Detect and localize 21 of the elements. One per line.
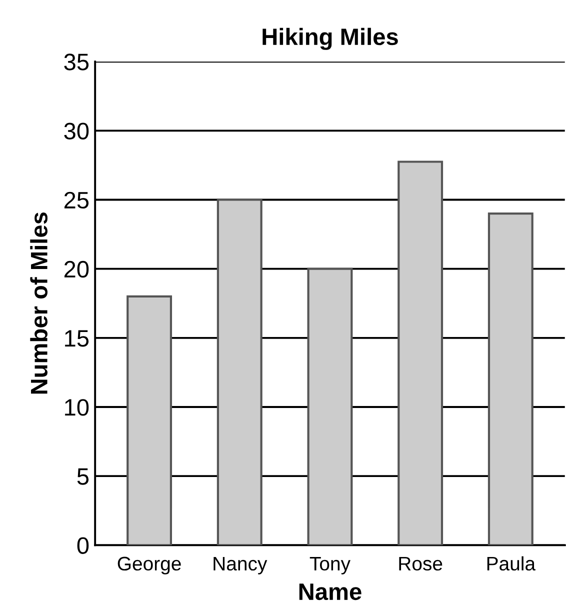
y-tick-label: 20 — [64, 260, 89, 278]
y-tick-label: 0 — [77, 537, 89, 554]
x-tick-label: Tony — [310, 556, 350, 574]
x-tick-label: George — [118, 556, 181, 574]
x-axis-title: Name — [299, 584, 362, 600]
y-axis-title: Number of Miles — [30, 212, 48, 394]
chart-title: Hiking Miles — [262, 28, 398, 50]
x-tick-label: Paula — [487, 556, 536, 571]
y-tick-label: 10 — [65, 399, 89, 416]
y-tick-label: 5 — [77, 468, 89, 485]
bar — [398, 160, 444, 546]
y-tick-label: 25 — [64, 192, 89, 209]
y-tick-label: 30 — [64, 122, 89, 140]
bar — [126, 295, 172, 546]
bar — [307, 268, 353, 546]
bar — [488, 212, 534, 546]
y-tick-label: 35 — [64, 54, 89, 70]
x-tick-label: Nancy — [214, 556, 268, 574]
bar — [216, 198, 262, 546]
y-tick-label: 15 — [65, 330, 89, 347]
x-tick-label: Rose — [399, 556, 442, 571]
